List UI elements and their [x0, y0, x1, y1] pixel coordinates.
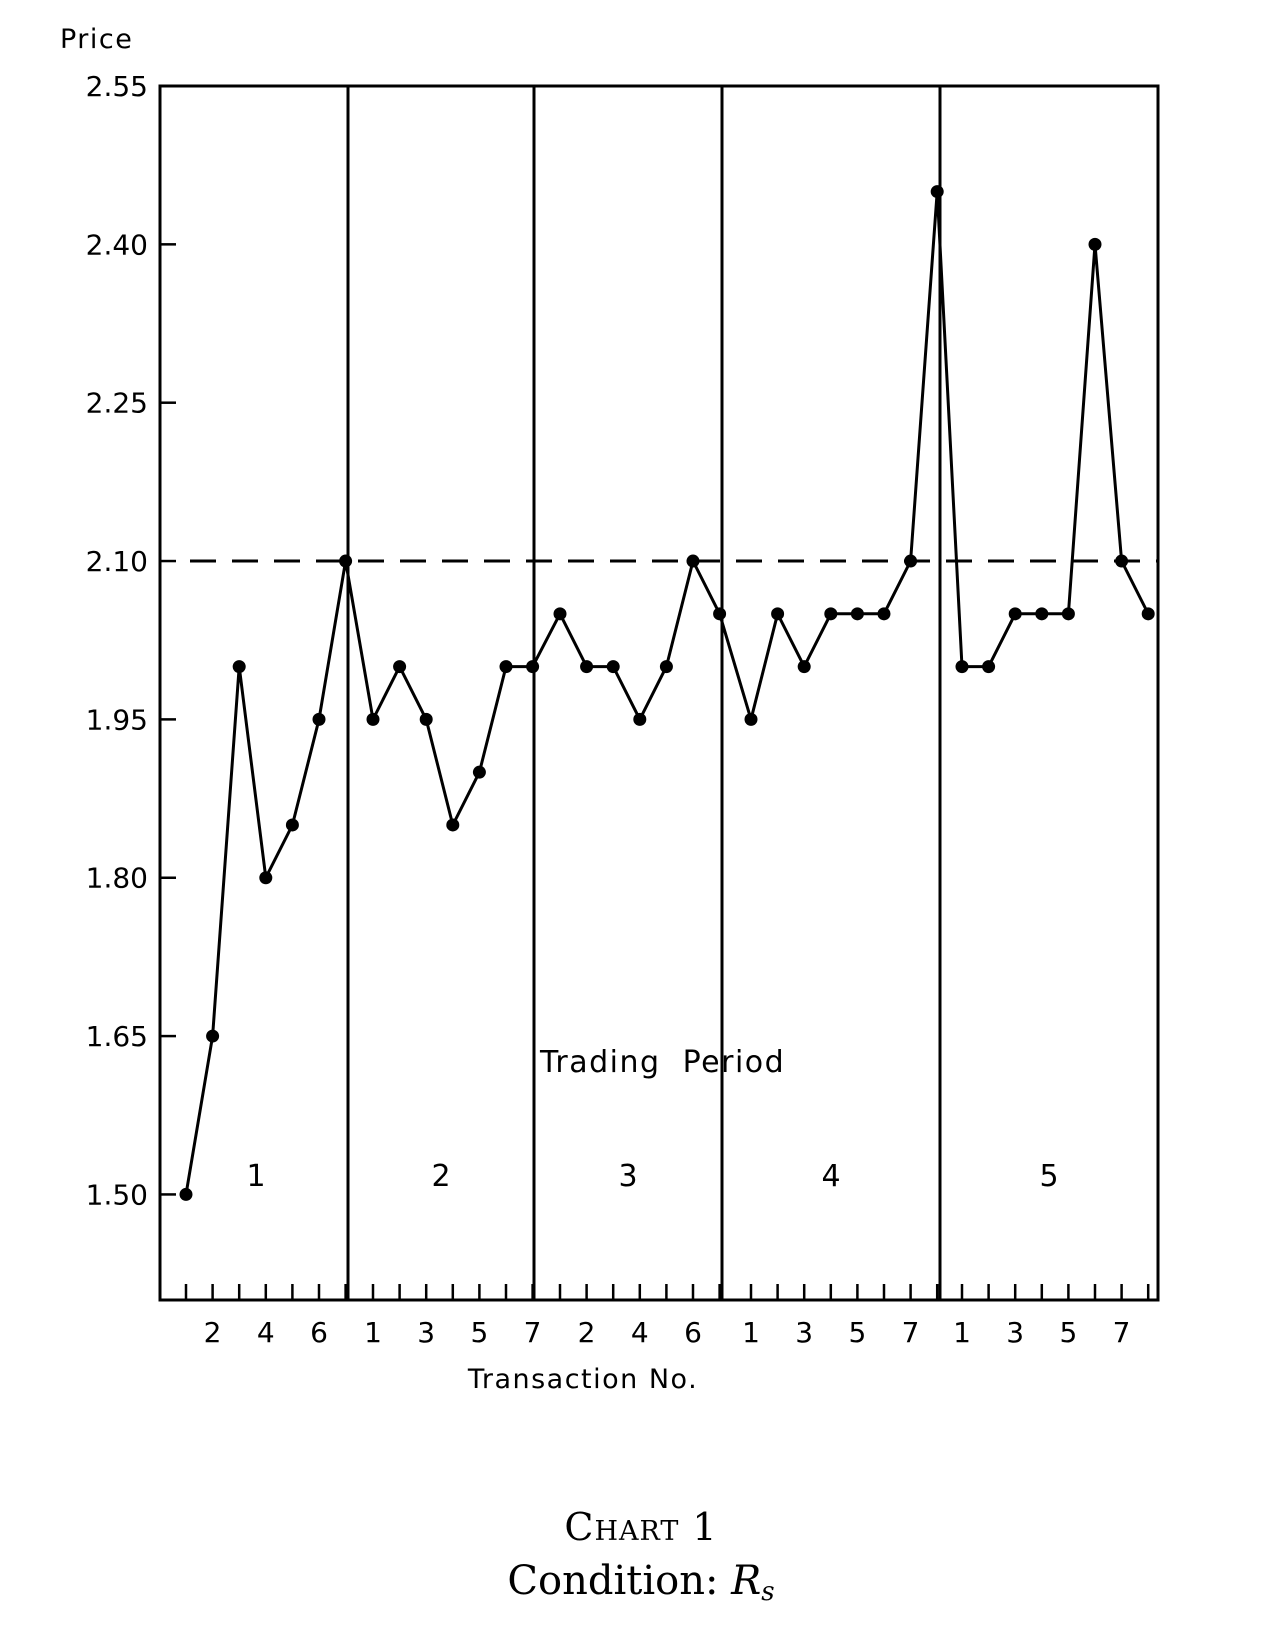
data-point: [339, 554, 353, 568]
condition-symbol: R: [731, 1558, 762, 1604]
data-point: [179, 1187, 193, 1201]
x-tick-label: 3: [417, 1316, 435, 1349]
data-point: [877, 607, 891, 621]
data-point: [1141, 607, 1155, 621]
y-tick-label: 1.95: [86, 703, 148, 736]
x-tick-label: 3: [1006, 1316, 1024, 1349]
x-tick-label: 7: [524, 1316, 542, 1349]
x-tick-label: 2: [204, 1316, 222, 1349]
y-tick-label: 1.80: [86, 862, 148, 895]
data-point: [1115, 554, 1129, 568]
x-tick-label: 1: [953, 1316, 971, 1349]
x-tick-label: 7: [1113, 1316, 1131, 1349]
data-point: [419, 712, 433, 726]
period-label: 5: [1039, 1159, 1058, 1194]
data-point: [1061, 607, 1075, 621]
series-line: [184, 191, 1150, 1195]
data-point: [606, 660, 620, 674]
y-tick-label: 2.40: [86, 228, 148, 261]
data-point: [955, 660, 969, 674]
x-axis-title: Transaction No.: [467, 1364, 698, 1395]
chart-caption-condition: Condition: Rs: [0, 1558, 1282, 1607]
period-label: 1: [246, 1159, 265, 1194]
x-tick-label: 5: [1059, 1316, 1077, 1349]
data-point: [259, 871, 273, 885]
x-tick-label: 2: [578, 1316, 596, 1349]
plot-frame: [158, 84, 1160, 1302]
data-point: [1088, 237, 1102, 251]
condition-label: Condition:: [507, 1558, 732, 1604]
x-tick-label: 6: [684, 1316, 702, 1349]
period-label: 3: [618, 1159, 637, 1194]
x-tick-label: 3: [795, 1316, 813, 1349]
y-tick-label: 2.10: [86, 545, 148, 578]
x-tick-label: 7: [902, 1316, 920, 1349]
data-point: [850, 607, 864, 621]
data-point: [771, 607, 785, 621]
data-point: [499, 660, 513, 674]
data-point: [232, 660, 246, 674]
data-point: [797, 660, 811, 674]
data-point: [686, 554, 700, 568]
condition-subscript: s: [761, 1577, 775, 1607]
data-point: [744, 712, 758, 726]
data-point: [904, 554, 918, 568]
y-tick-label: 1.50: [86, 1178, 148, 1211]
period-label: 2: [431, 1159, 450, 1194]
data-point: [446, 818, 460, 832]
y-tick-label: 2.55: [86, 70, 148, 103]
data-point: [366, 712, 380, 726]
data-point: [659, 660, 673, 674]
data-point: [982, 660, 996, 674]
data-point: [1008, 607, 1022, 621]
data-point: [553, 607, 567, 621]
x-tick-label: 5: [470, 1316, 488, 1349]
data-point: [580, 660, 594, 674]
data-point: [1035, 607, 1049, 621]
data-point: [824, 607, 838, 621]
data-point: [393, 660, 407, 674]
x-tick-label: 1: [364, 1316, 382, 1349]
data-point: [472, 765, 486, 779]
data-point: [930, 185, 944, 199]
period-label: 4: [821, 1159, 840, 1194]
data-point: [526, 660, 540, 674]
data-point: [206, 1029, 220, 1043]
data-point: [285, 818, 299, 832]
y-tick-label: 1.65: [86, 1020, 148, 1053]
y-tick-label: 2.25: [86, 387, 148, 420]
x-tick-label: 5: [848, 1316, 866, 1349]
x-tick-label: 4: [631, 1316, 649, 1349]
x-tick-label: 6: [310, 1316, 328, 1349]
data-point: [633, 712, 647, 726]
data-point: [713, 607, 727, 621]
chart-caption-title: Chart 1: [564, 1505, 718, 1549]
trading-period-annotation: Trading Period: [539, 1045, 785, 1080]
x-tick-label: 1: [742, 1316, 760, 1349]
x-tick-label: 4: [257, 1316, 275, 1349]
data-point: [312, 712, 326, 726]
y-axis-title: Price: [60, 24, 133, 55]
